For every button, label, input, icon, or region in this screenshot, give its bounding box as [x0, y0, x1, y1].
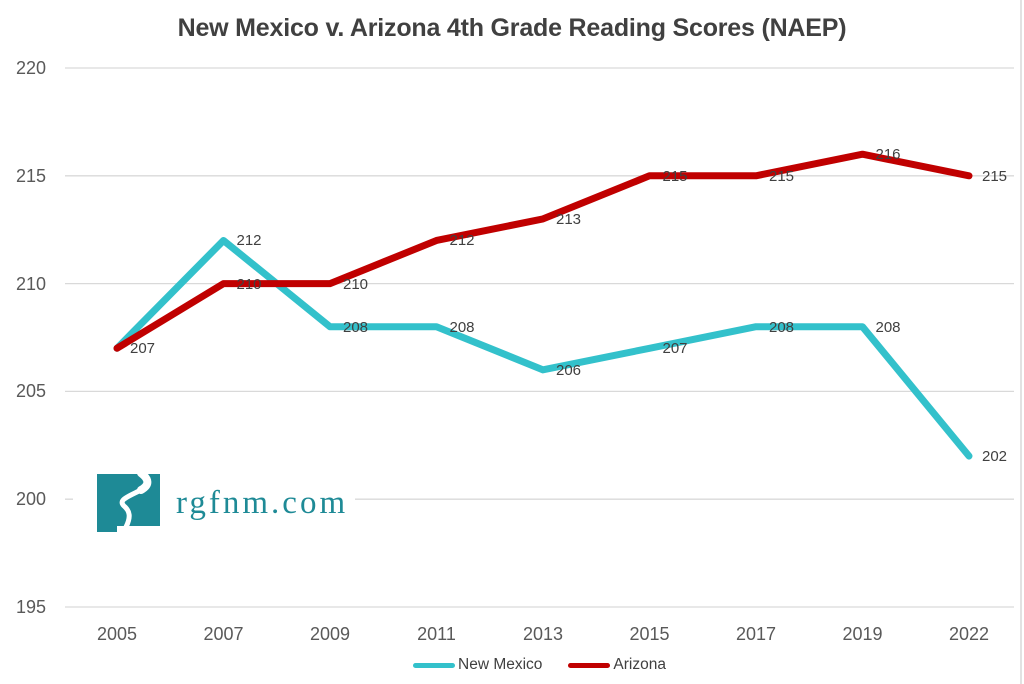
data-label-new-mexico: 208	[769, 318, 795, 336]
data-label-new-mexico: 208	[449, 318, 475, 336]
data-label-new-mexico: 208	[875, 318, 901, 336]
legend-item-arizona: Arizona	[568, 656, 666, 674]
y-axis-tick-label: 210	[15, 273, 46, 294]
x-axis-tick-label: 2013	[522, 624, 564, 644]
data-label-new-mexico: 207	[130, 340, 156, 358]
x-axis-tick-label: 2005	[96, 624, 138, 644]
data-label-new-mexico: 206	[556, 361, 582, 379]
legend-swatch	[568, 662, 611, 668]
x-axis-tick-label: 2015	[629, 624, 670, 644]
data-label-arizona: 215	[982, 167, 1008, 185]
data-label-arizona: 215	[769, 167, 795, 185]
x-axis-tick-label: 2007	[203, 624, 244, 644]
y-axis-tick-label: 200	[15, 489, 46, 510]
legend-item-new-mexico: New Mexico	[413, 656, 542, 674]
data-label-new-mexico: 212	[236, 232, 262, 250]
y-axis-tick-label: 195	[15, 597, 46, 617]
x-axis-tick-label: 2022	[948, 624, 990, 644]
watermark-text: rgfnm.com	[176, 485, 349, 521]
legend-label: New Mexico	[458, 656, 543, 673]
data-label-arizona: 210	[236, 275, 262, 293]
y-axis-tick-label: 220	[15, 58, 46, 78]
x-axis-tick-label: 2011	[417, 624, 456, 644]
legend-label: Arizona	[613, 656, 666, 673]
data-label-new-mexico: 202	[982, 448, 1008, 466]
legend-swatch	[413, 662, 455, 668]
data-label-new-mexico: 207	[662, 340, 688, 358]
data-label-arizona: 212	[449, 232, 475, 250]
data-label-arizona: 210	[343, 275, 369, 293]
data-label-new-mexico: 208	[343, 318, 369, 336]
x-axis-tick-label: 2009	[309, 624, 351, 644]
series-line-new-mexico	[113, 236, 973, 460]
chart-title: New Mexico v. Arizona 4th Grade Reading …	[177, 14, 847, 42]
watermark-logo: rgfnm.com	[73, 452, 355, 560]
y-axis-tick-label: 205	[15, 381, 46, 402]
x-axis-tick-label: 2019	[842, 624, 883, 644]
data-label-arizona: 215	[662, 167, 688, 185]
data-label-arizona: 216	[875, 146, 901, 164]
new-mexico-state-icon	[97, 473, 160, 532]
y-axis-tick-label: 215	[15, 165, 46, 186]
series-line-arizona	[113, 150, 973, 352]
data-label-arizona: 213	[556, 210, 582, 228]
legend: New Mexico Arizona	[65, 654, 1014, 676]
x-axis-tick-label: 2017	[735, 624, 777, 644]
